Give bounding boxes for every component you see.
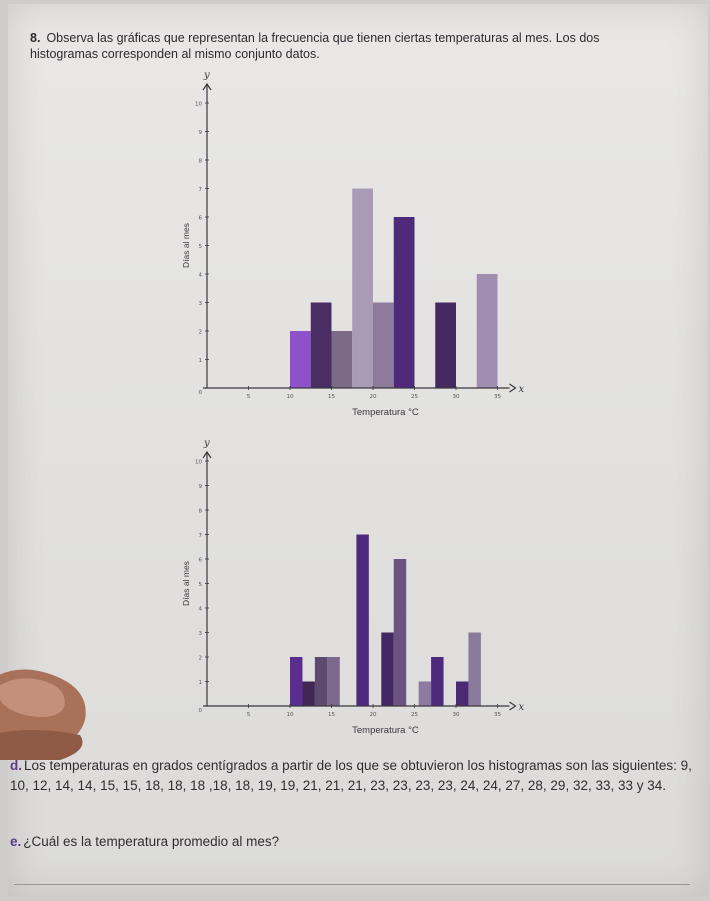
histogram-2-y-arrow-icon (202, 450, 212, 459)
histogram-1-y-tick-label: 10 (195, 102, 202, 108)
histogram-1-y-tick-label: 5 (199, 244, 203, 250)
histogram-2-y-tick-label: 2 (199, 656, 203, 662)
histogram-2-x-tick-label: 5 (247, 712, 251, 718)
histogram-2-bar-1 (290, 657, 303, 706)
histogram-2-bar-8 (418, 681, 432, 706)
histogram-2: x y 0 1 2 3 4 5 6 7 8 9 10 5 10 15 20 25 30 35 Temperatura °… (181, 438, 525, 736)
histogram-1-y-tick-label: 4 (199, 273, 203, 279)
histogram-1-bar-4 (352, 188, 373, 388)
histogram-2-bar-7 (393, 559, 407, 706)
histogram-1-x-title: Temperatura °C (352, 407, 419, 418)
histogram-2-y-letter: y (203, 438, 210, 449)
histogram-1-x-tick-label: 15 (328, 394, 335, 400)
worksheet-page (8, 4, 708, 896)
histogram-2-bar-5 (356, 534, 369, 706)
part-d: d. Los temperaturas en grados centígrados… (10, 756, 700, 796)
histogram-1-bar-6 (393, 217, 415, 388)
histogram-2-bar-10 (456, 681, 469, 706)
histogram-1-y-tick-label: 8 (199, 159, 203, 165)
histogram-2-y-tick-label: 6 (199, 558, 203, 564)
histogram-1-x-tick-label: 20 (370, 394, 377, 400)
histogram-1-bar-7 (435, 302, 456, 388)
histogram-2-y-tick-label: 10 (195, 460, 202, 466)
histogram-1-bar-5 (373, 302, 394, 388)
question-header: 8. Observa las gráficas que representan l… (30, 30, 670, 62)
histogram-2-x-arrow-icon (509, 701, 517, 711)
histogram-1-x-tick-label: 5 (247, 394, 251, 400)
histogram-1-x-arrow-icon (509, 383, 517, 393)
histogram-1-bar-2 (310, 302, 332, 388)
histogram-2-bar-9 (431, 657, 444, 706)
histogram-2-x-tick-label: 35 (494, 712, 501, 718)
histogram-1-x-tick-label: 25 (411, 394, 418, 400)
histogram-2-bar-4 (327, 657, 340, 706)
histogram-2-bar-11 (468, 632, 481, 706)
histogram-2-y-tick-label: 0 (199, 708, 203, 714)
histogram-1-y-tick-label: 3 (199, 301, 203, 307)
histogram-1: x y 0 1 2 3 4 5 6 7 8 9 10 5 10 15 20 25 30 35 Temperatura °… (181, 70, 525, 418)
question-text: Observa las gráficas que representan la … (30, 31, 600, 61)
histogram-1-x-tick-label: 35 (494, 394, 501, 400)
histogram-2-y-tick-label: 4 (199, 607, 203, 613)
question-number: 8. (30, 31, 41, 45)
histogram-2-x-tick-label: 20 (370, 712, 377, 718)
histogram-1-y-tick-label: 9 (199, 130, 203, 136)
histogram-2-y-tick-label: 7 (199, 533, 203, 539)
histogram-1-y-tick-label: 0 (199, 390, 203, 396)
histogram-2-bar-2 (302, 681, 315, 706)
histogram-2-y-tick-label: 3 (199, 631, 203, 637)
histogram-2-y-tick-label: 1 (199, 680, 203, 686)
histogram-1-x-tick-label: 30 (453, 394, 460, 400)
histogram-2-x-tick-label: 30 (453, 712, 460, 718)
part-d-text: Los temperaturas en grados centígrados a… (10, 758, 692, 793)
histogram-1-y-letter: y (203, 70, 210, 81)
histogram-2-bar-6 (381, 632, 394, 706)
histogram-2-bar-3 (314, 657, 328, 706)
part-e: e. ¿Cuál es la temperatura promedio al me… (10, 832, 700, 852)
histogram-2-y-tick-label: 8 (199, 509, 203, 515)
histogram-1-y-tick-label: 6 (199, 216, 203, 222)
histogram-2-y-tick-label: 9 (199, 484, 203, 490)
histogram-1-y-title: Días al mes (181, 223, 191, 268)
histogram-1-x-letter: x (519, 384, 525, 395)
histogram-1-y-tick-label: 1 (199, 358, 203, 364)
histogram-1-y-tick-label: 7 (199, 187, 203, 193)
histogram-2-y-title: Días al mes (181, 561, 191, 606)
answer-line (14, 884, 690, 885)
histogram-2-x-letter: x (519, 702, 525, 713)
histogram-2-x-title: Temperatura °C (352, 725, 419, 736)
histogram-2-x-tick-label: 25 (411, 712, 418, 718)
histogram-1-bar-8 (476, 274, 498, 388)
histogram-2-x-tick-label: 15 (328, 712, 335, 718)
histogram-2-y-tick-label: 5 (199, 582, 203, 588)
part-e-text: ¿Cuál es la temperatura promedio al mes? (23, 834, 280, 849)
histogram-1-x-tick-label: 10 (287, 394, 294, 400)
histogram-1-bar-3 (331, 331, 353, 388)
histogram-1-y-arrow-icon (202, 82, 212, 91)
part-d-letter: d. (10, 758, 22, 773)
histogram-1-y-tick-label: 2 (199, 330, 203, 336)
histogram-2-x-tick-label: 10 (287, 712, 294, 718)
histogram-1-bar-1 (290, 331, 311, 388)
part-e-letter: e. (10, 834, 22, 849)
